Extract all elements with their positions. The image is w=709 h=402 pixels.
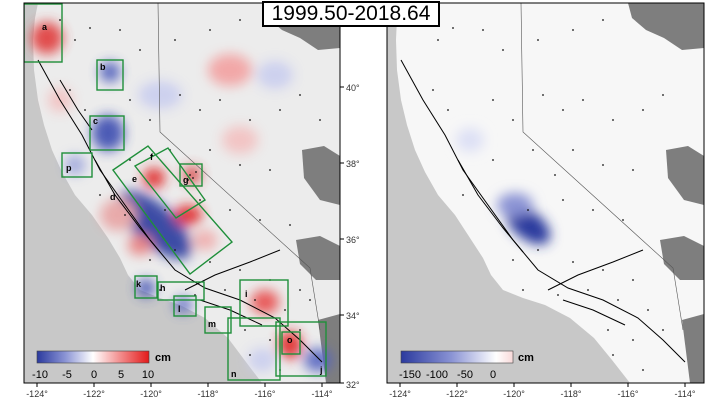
colorbar-tick: -150 xyxy=(399,369,421,381)
region-boxes xyxy=(24,3,327,381)
land-area xyxy=(396,3,704,383)
x-tick-label: -122° xyxy=(446,389,468,399)
svg-text:a: a xyxy=(42,22,48,32)
x-tick-label: -116° xyxy=(618,389,639,399)
deformation-field xyxy=(456,128,551,245)
svg-text:l: l xyxy=(178,304,181,314)
x-tick-label: -124° xyxy=(26,389,48,399)
colorbar-tick: 5 xyxy=(118,369,124,381)
colorbar-left-labels: -10 -5 0 5 10 cm xyxy=(32,352,171,381)
colorbar-right-labels: -150 -100 -50 0 cm xyxy=(399,352,534,381)
svg-text:n: n xyxy=(231,369,237,379)
state-border xyxy=(157,3,321,331)
svg-text:d: d xyxy=(110,192,116,202)
x-tick-label: -114° xyxy=(675,389,696,399)
x-tick-label: -124° xyxy=(389,389,411,399)
gps-stations xyxy=(422,19,664,371)
x-tick-label: -122° xyxy=(83,389,105,399)
svg-text:k: k xyxy=(136,279,142,289)
colorbar-tick: -50 xyxy=(457,369,473,381)
x-tick-label: -118° xyxy=(561,389,582,399)
colorbar-unit: cm xyxy=(155,352,171,364)
left-x-ticks: -124° -122° -120° -118° -116° -114° xyxy=(26,383,333,399)
state-border xyxy=(520,3,684,331)
svg-text:j: j xyxy=(319,365,323,375)
colorbar-tick: -10 xyxy=(32,369,48,381)
svg-text:m: m xyxy=(208,319,216,329)
svg-text:p: p xyxy=(66,163,72,173)
colorbar-tick: -5 xyxy=(62,369,72,381)
svg-text:e: e xyxy=(132,174,137,184)
svg-text:o: o xyxy=(287,335,293,345)
left-map: a b c p d e f g k h l i m n o j xyxy=(24,3,340,383)
svg-text:b: b xyxy=(100,62,106,72)
y-tick-label: 36° xyxy=(346,235,360,245)
svg-text:f: f xyxy=(150,152,154,162)
colorbar-right xyxy=(400,350,514,364)
gps-stations xyxy=(59,19,321,371)
left-y-ticks: 40° 38° 36° 34° 32° xyxy=(340,83,360,390)
x-tick-label: -116° xyxy=(255,389,276,399)
y-tick-label: 38° xyxy=(346,159,360,169)
right-map xyxy=(387,3,704,383)
region-labels: a b c p d e f g k h l i m n o j xyxy=(42,22,323,379)
right-x-ticks: -124° -122° -120° -118° -116° -114° xyxy=(389,383,696,399)
y-tick-label: 34° xyxy=(346,311,360,321)
colorbar-unit: cm xyxy=(518,352,534,364)
svg-text:g: g xyxy=(183,175,189,185)
no-data-patches xyxy=(628,3,704,383)
fault-lines xyxy=(400,59,686,363)
x-tick-label: -118° xyxy=(198,389,219,399)
svg-text:i: i xyxy=(245,289,248,299)
colorbar-tick: 0 xyxy=(490,369,496,381)
svg-text:c: c xyxy=(93,116,98,126)
y-tick-label: 40° xyxy=(346,83,360,93)
x-tick-label: -114° xyxy=(312,389,333,399)
colorbar-tick: 10 xyxy=(142,369,154,381)
colorbar-tick: -100 xyxy=(426,369,448,381)
colorbar-left xyxy=(36,350,150,364)
land-area xyxy=(33,3,340,383)
y-tick-label: 32° xyxy=(346,380,360,390)
x-tick-label: -120° xyxy=(503,389,525,399)
colorbar-tick: 0 xyxy=(91,369,97,381)
page-title: 1999.50-2018.64 xyxy=(262,1,440,27)
svg-text:h: h xyxy=(160,283,166,293)
x-tick-label: -120° xyxy=(140,389,162,399)
